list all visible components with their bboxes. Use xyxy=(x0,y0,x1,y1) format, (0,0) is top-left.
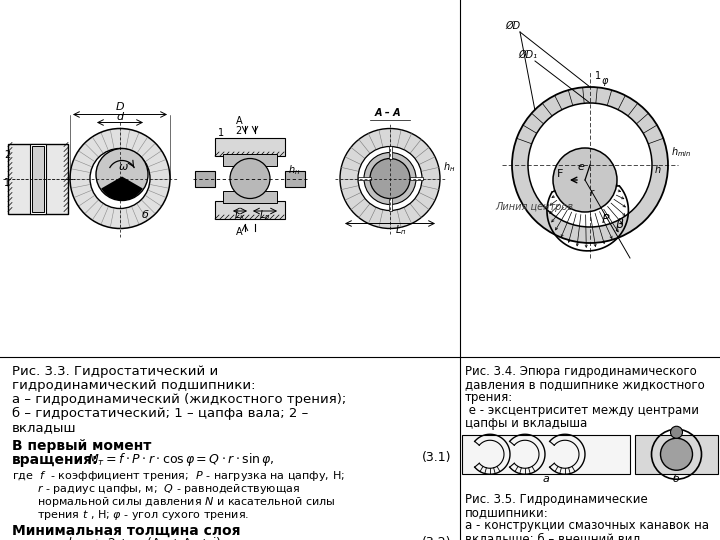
Text: а: а xyxy=(543,474,549,483)
Text: гидродинамический подшипники:: гидродинамический подшипники: xyxy=(12,379,256,392)
Text: A: A xyxy=(236,116,243,126)
Text: F: F xyxy=(557,169,563,179)
Text: цапфы и вкладыша: цапфы и вкладыша xyxy=(465,417,588,430)
Polygon shape xyxy=(512,87,668,243)
Text: e: e xyxy=(577,163,585,172)
Bar xyxy=(462,435,630,474)
Text: 1: 1 xyxy=(4,179,10,188)
Text: (3.1): (3.1) xyxy=(422,451,451,464)
Text: Рис. 3.5. Гидродинамические: Рис. 3.5. Гидродинамические xyxy=(465,494,648,507)
Text: ØD₁: ØD₁ xyxy=(518,50,537,60)
Bar xyxy=(32,145,44,212)
Text: 1: 1 xyxy=(595,71,601,81)
Circle shape xyxy=(70,129,170,228)
Text: ØD: ØD xyxy=(505,21,520,31)
Text: $L_п$: $L_п$ xyxy=(395,224,407,237)
Text: r: r xyxy=(590,188,594,198)
Circle shape xyxy=(553,148,617,212)
Text: ω: ω xyxy=(120,161,129,172)
Text: смазки:: смазки: xyxy=(12,538,73,540)
Text: вкладыш: вкладыш xyxy=(12,421,76,434)
Text: Линия центров: Линия центров xyxy=(495,202,573,212)
Text: 1: 1 xyxy=(218,128,224,138)
Text: Рис. 3.3. Гидростатический и: Рис. 3.3. Гидростатический и xyxy=(12,365,218,378)
Text: давления в подшипнике жидкостного: давления в подшипнике жидкостного xyxy=(465,378,705,391)
Bar xyxy=(8,144,68,213)
Text: A: A xyxy=(236,227,243,237)
Circle shape xyxy=(96,148,148,200)
Text: h: h xyxy=(655,165,661,175)
Text: $h_н$: $h_н$ xyxy=(443,160,455,174)
Circle shape xyxy=(230,159,270,199)
Bar xyxy=(223,191,277,203)
Bar xyxy=(410,177,423,180)
Text: $h_{min} \geq 2 + a \cdot (\Delta_ц + \Delta_в + i)$, мкм,: $h_{min} \geq 2 + a \cdot (\Delta_ц + \D… xyxy=(67,536,259,540)
Text: $L_к$: $L_к$ xyxy=(234,208,246,222)
Text: а - конструкции смазочных канавок на: а - конструкции смазочных канавок на xyxy=(465,519,709,532)
Text: трения $t$ , Н; $\varphi$ - угол сухого трения.: трения $t$ , Н; $\varphi$ - угол сухого … xyxy=(37,508,249,522)
Text: нормальной силы давления $N$ и касательной силы: нормальной силы давления $N$ и касательн… xyxy=(37,495,336,509)
Circle shape xyxy=(358,146,422,211)
Text: φ: φ xyxy=(602,76,608,86)
Text: $h_н$: $h_н$ xyxy=(288,164,300,177)
Text: В первый момент: В первый момент xyxy=(12,439,151,453)
Circle shape xyxy=(340,129,440,228)
Text: A – A: A – A xyxy=(375,109,402,118)
Text: 2: 2 xyxy=(235,126,241,136)
Bar xyxy=(30,144,46,213)
Text: 2: 2 xyxy=(4,151,10,160)
Text: где  $f$  - коэффициент трения;  $P$ - нагрузка на цапфу, Н;: где $f$ - коэффициент трения; $P$ - нагр… xyxy=(12,469,345,483)
Text: а – гидродинамический (жидкостного трения);: а – гидродинамический (жидкостного трени… xyxy=(12,393,346,406)
Bar xyxy=(389,198,392,211)
Text: $h_{min}$: $h_{min}$ xyxy=(671,145,691,159)
Text: трения:: трения: xyxy=(465,391,513,404)
Text: б – гидростатический; 1 – цапфа вала; 2 –: б – гидростатический; 1 – цапфа вала; 2 … xyxy=(12,407,308,420)
Text: P: P xyxy=(602,213,610,226)
Circle shape xyxy=(670,426,683,438)
Text: $r$ - радиус цапфы, м;  $Q$ - равнодействующая: $r$ - радиус цапфы, м; $Q$ - равнодейств… xyxy=(37,482,300,496)
Text: вкладыше; б – внешний вид: вкладыше; б – внешний вид xyxy=(465,532,641,540)
Bar xyxy=(389,146,392,159)
Circle shape xyxy=(660,438,693,470)
Bar xyxy=(635,435,718,474)
Bar xyxy=(223,154,277,166)
Bar xyxy=(215,138,285,156)
Bar xyxy=(285,171,305,186)
Circle shape xyxy=(364,152,416,205)
Bar xyxy=(195,171,215,186)
Circle shape xyxy=(90,148,150,208)
Text: е - эксцентриситет между центрами: е - эксцентриситет между центрами xyxy=(465,404,699,417)
Text: вращения:: вращения: xyxy=(12,453,99,467)
Text: б: б xyxy=(673,474,680,483)
Text: б: б xyxy=(142,211,149,220)
Bar xyxy=(215,201,285,219)
Text: β: β xyxy=(615,218,623,231)
Text: Минимальная толщина слоя: Минимальная толщина слоя xyxy=(12,524,240,538)
Circle shape xyxy=(528,103,652,227)
Wedge shape xyxy=(102,177,143,200)
Text: (3.2): (3.2) xyxy=(422,536,451,540)
Text: $M_т= f \cdot P \cdot r \cdot \cos\varphi = Q \cdot r \cdot \sin\varphi$,: $M_т= f \cdot P \cdot r \cdot \cos\varph… xyxy=(87,451,274,468)
Circle shape xyxy=(370,159,410,199)
Text: $L_р$: $L_р$ xyxy=(259,208,271,223)
Text: Рис. 3.4. Эпюра гидродинамического: Рис. 3.4. Эпюра гидродинамического xyxy=(465,365,697,378)
Text: подшипники:: подшипники: xyxy=(465,507,549,519)
Text: D: D xyxy=(116,103,125,112)
Text: d: d xyxy=(117,111,124,122)
Bar xyxy=(358,177,371,180)
